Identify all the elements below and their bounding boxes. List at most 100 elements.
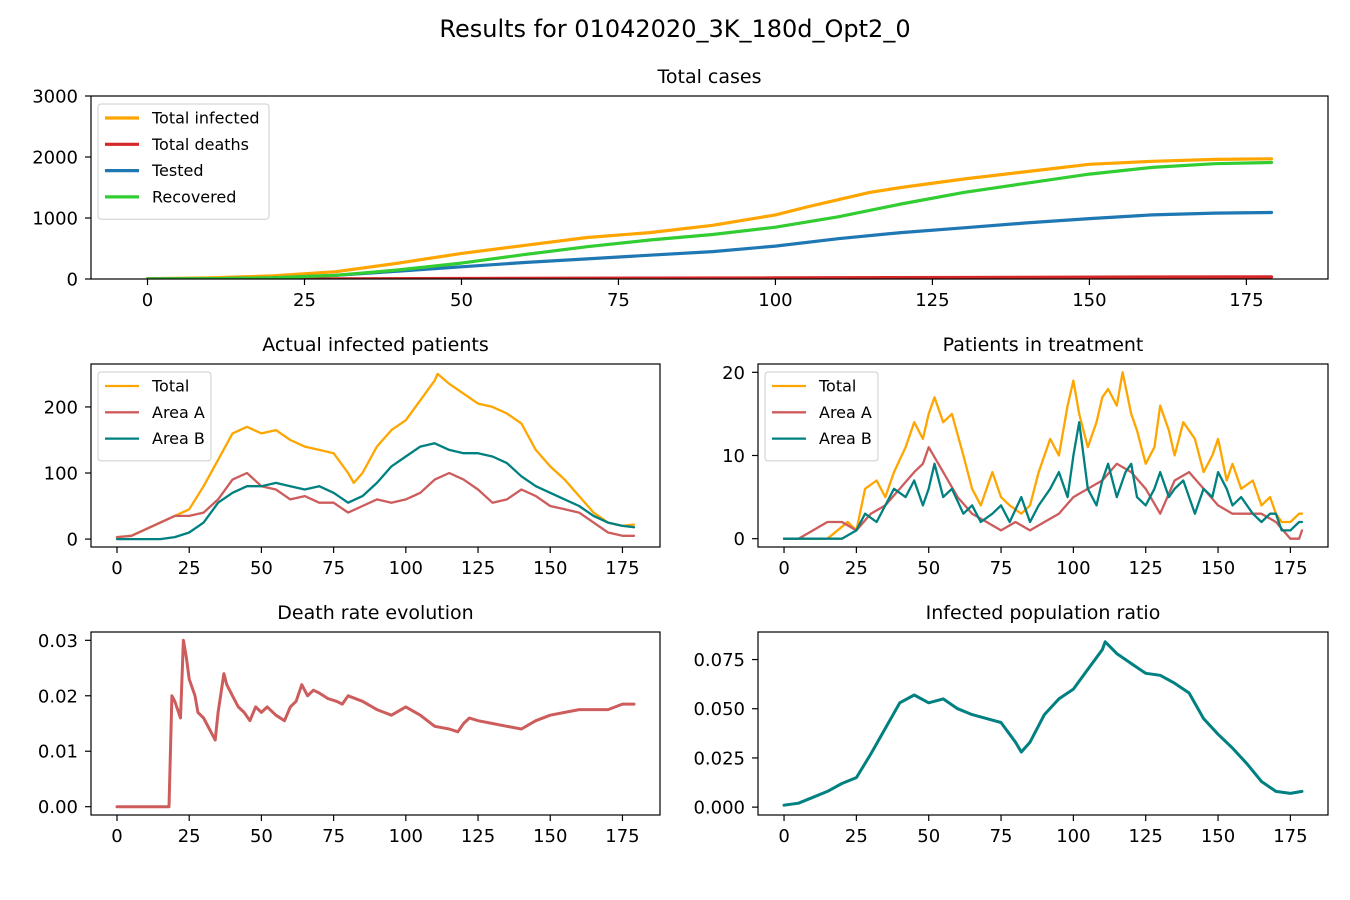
legend-label: Recovered — [152, 187, 236, 206]
chart-title: Death rate evolution — [277, 602, 473, 624]
x-tick-label: 50 — [250, 826, 273, 847]
x-tick-label: 150 — [533, 558, 567, 579]
legend-label: Total deaths — [151, 135, 249, 154]
x-tick-label: 0 — [111, 558, 122, 579]
x-tick-label: 0 — [778, 826, 789, 847]
chart-title: Actual infected patients — [262, 334, 488, 356]
y-tick-label: 0.00 — [38, 797, 78, 818]
x-tick-label: 0 — [778, 558, 789, 579]
y-tick-label: 0.025 — [693, 748, 745, 769]
y-tick-label: 0.050 — [693, 699, 745, 720]
series-line-0 — [782, 640, 1304, 807]
legend-label: Total — [151, 377, 189, 396]
x-tick-label: 75 — [322, 558, 345, 579]
y-tick-label: 0.03 — [38, 631, 78, 652]
y-tick-label: 20 — [722, 363, 745, 384]
series-group — [115, 638, 636, 809]
chart-panel-4: Infected population ratio 0 25 50 75 100 125 15… — [693, 602, 1329, 847]
legend-label: Tested — [151, 161, 204, 180]
x-tick-label: 25 — [293, 290, 316, 311]
x-tick-label: 100 — [758, 290, 792, 311]
axes-frame — [90, 95, 1329, 280]
x-tick-label: 150 — [1201, 826, 1235, 847]
x-tick-label: 125 — [461, 826, 495, 847]
y-tick-label: 0.01 — [38, 742, 78, 763]
x-tick-label: 75 — [990, 558, 1013, 579]
y-tick-label: 0 — [734, 529, 745, 550]
legend: Total infected Total deaths Tested Recovere… — [97, 103, 270, 220]
legend-label: Total — [818, 377, 856, 396]
x-tick-label: 150 — [1201, 558, 1235, 579]
series-group — [782, 371, 1304, 540]
x-tick-label: 150 — [533, 826, 567, 847]
y-tick-label: 3000 — [32, 87, 78, 108]
y-tick-label: 0.075 — [693, 650, 745, 671]
y-tick-label: 1000 — [32, 209, 78, 230]
x-tick-label: 75 — [322, 826, 345, 847]
legend-label: Area A — [152, 403, 205, 422]
chart-title: Infected population ratio — [926, 602, 1161, 624]
legend-label: Area B — [819, 429, 872, 448]
chart-title: Total cases — [657, 66, 762, 88]
y-tick-label: 0.02 — [38, 686, 78, 707]
x-tick-label: 0 — [111, 826, 122, 847]
y-tick-label: 2000 — [32, 148, 78, 169]
x-tick-label: 175 — [1273, 558, 1307, 579]
x-tick-label: 25 — [178, 558, 201, 579]
axes-frame — [90, 363, 661, 548]
x-tick-label: 125 — [461, 558, 495, 579]
series-line-1 — [782, 446, 1304, 540]
x-tick-label: 175 — [605, 826, 639, 847]
x-tick-label: 50 — [250, 558, 273, 579]
series-line-0 — [115, 372, 636, 539]
chart-panel-3: Death rate evolution 0 25 50 75 100 125 150 175 0… — [38, 602, 661, 847]
y-tick-label: 0.000 — [693, 798, 745, 819]
x-tick-label: 25 — [845, 826, 868, 847]
series-line-3 — [145, 160, 1274, 279]
chart-panel-1: Actual infected patients 0 25 50 75 100 125 150… — [44, 334, 661, 579]
series-line-0 — [115, 638, 636, 809]
y-tick-label: 0 — [67, 270, 78, 291]
figure-title: Results for 01042020_3K_180d_Opt2_0 — [439, 15, 910, 43]
x-tick-label: 125 — [915, 290, 949, 311]
chart-panel-0: Total cases 0 25 50 75 100 125 150 175 0 1000 2000 3… — [32, 66, 1329, 311]
series-line-0 — [782, 371, 1304, 540]
x-tick-label: 25 — [845, 558, 868, 579]
series-line-2 — [115, 442, 636, 541]
x-tick-label: 100 — [1056, 558, 1090, 579]
x-tick-label: 75 — [607, 290, 630, 311]
x-tick-label: 100 — [1056, 826, 1090, 847]
legend: Total Area A Area B — [764, 371, 879, 462]
series-group — [115, 372, 636, 541]
x-tick-label: 25 — [178, 826, 201, 847]
legend-label: Total infected — [151, 109, 260, 128]
chart-title: Patients in treatment — [943, 334, 1144, 356]
x-tick-label: 50 — [917, 826, 940, 847]
legend-label: Area B — [152, 429, 205, 448]
x-tick-label: 50 — [450, 290, 473, 311]
x-tick-label: 175 — [605, 558, 639, 579]
x-tick-label: 0 — [142, 290, 153, 311]
legend-box — [97, 103, 270, 220]
series-line-1 — [115, 471, 636, 539]
series-group — [782, 640, 1304, 807]
axes-frame — [90, 631, 661, 816]
y-tick-label: 100 — [44, 464, 78, 485]
chart-panel-2: Patients in treatment 0 25 50 75 100 125 150 175… — [722, 334, 1329, 579]
legend: Total Area A Area B — [97, 371, 212, 462]
x-tick-label: 100 — [389, 826, 423, 847]
y-tick-label: 0 — [67, 530, 78, 551]
axes-frame — [757, 631, 1329, 816]
x-tick-label: 125 — [1129, 558, 1163, 579]
series-line-0 — [145, 157, 1274, 279]
x-tick-label: 125 — [1129, 826, 1163, 847]
legend-label: Area A — [819, 403, 872, 422]
x-tick-label: 100 — [389, 558, 423, 579]
x-tick-label: 175 — [1229, 290, 1263, 311]
x-tick-label: 150 — [1072, 290, 1106, 311]
x-tick-label: 50 — [917, 558, 940, 579]
series-line-2 — [782, 421, 1304, 540]
y-tick-label: 200 — [44, 397, 78, 418]
x-tick-label: 75 — [990, 826, 1013, 847]
